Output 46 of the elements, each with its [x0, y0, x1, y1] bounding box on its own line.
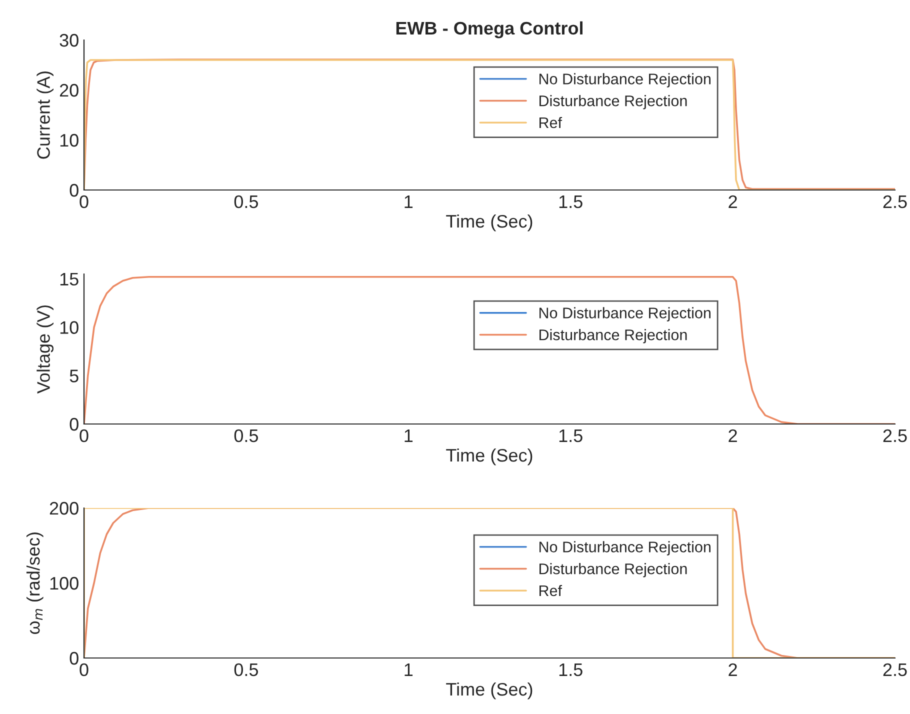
y-tick-label: 5: [70, 370, 78, 382]
x-tick-label: 2: [728, 195, 737, 208]
legend-label: No Disturbance Rejection: [540, 307, 710, 322]
x-tick-label: 1.5: [559, 196, 582, 208]
x-tick-label: 2: [728, 429, 737, 442]
y-axis-title: Current (A): [36, 71, 54, 159]
x-axis-title: Time (Sec): [446, 448, 532, 466]
y-axis-title: ω$_{m}$ (rad/sec): [26, 532, 44, 634]
y-tick-label: 100: [50, 576, 78, 590]
x-tick-label: 2: [728, 663, 737, 676]
line-series: [84, 276, 895, 424]
x-tick-label: 1.5: [559, 430, 582, 442]
y-tick-label: 30: [60, 34, 78, 47]
x-axis-title: Time (Sec): [446, 214, 532, 232]
y-tick-label: 200: [50, 502, 78, 515]
y-tick-label: 20: [60, 84, 78, 97]
x-tick-label: 0.5: [234, 429, 258, 442]
y-tick-label: 15: [60, 272, 78, 286]
y-axis-title: Voltage (V): [36, 305, 54, 394]
x-tick-label: 2.5: [883, 663, 907, 676]
x-tick-label: 0.5: [234, 195, 258, 208]
legend-label: No Disturbance Rejection: [540, 541, 710, 556]
x-tick-label: 0: [80, 195, 88, 208]
legend-label: Ref: [540, 116, 562, 128]
x-tick-label: 0.5: [234, 663, 258, 676]
x-tick-label: 0: [80, 429, 88, 442]
legend-label: No Disturbance Rejection: [540, 73, 710, 88]
x-tick-label: 2.5: [883, 429, 907, 442]
x-tick-label: 1: [404, 196, 413, 208]
y-tick-label: 0: [70, 418, 78, 431]
legend-label: Ref: [540, 584, 562, 596]
y-tick-label: 10: [60, 321, 78, 334]
x-tick-label: 1: [404, 664, 413, 676]
chart-title: EWB - Omega Control: [396, 21, 583, 38]
x-tick-label: 0: [80, 663, 88, 676]
x-tick-label: 1.5: [559, 664, 582, 676]
y-tick-label: 10: [60, 134, 78, 147]
y-tick-label: 0: [70, 652, 78, 665]
legend-label: Disturbance Rejection: [540, 329, 687, 344]
y-tick-label: 0: [70, 184, 78, 197]
legend-label: Disturbance Rejection: [540, 563, 687, 578]
legend-label: Disturbance Rejection: [540, 95, 687, 110]
x-axis-title: Time (Sec): [446, 682, 532, 700]
x-tick-label: 1: [404, 430, 413, 442]
x-tick-label: 2.5: [883, 195, 907, 208]
line-series: [84, 508, 895, 658]
